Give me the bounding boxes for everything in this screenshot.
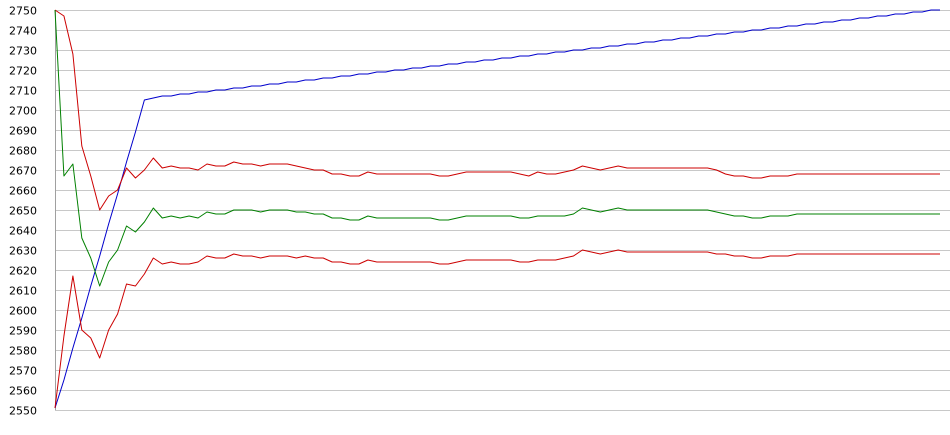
y-tick-label: 2600: [9, 305, 37, 318]
y-tick-label: 2640: [9, 225, 37, 238]
y-tick-label: 2660: [9, 185, 37, 198]
y-tick-label: 2740: [9, 25, 37, 38]
y-tick-label: 2680: [9, 145, 37, 158]
grid: [55, 10, 950, 411]
y-tick-label: 2700: [9, 105, 37, 118]
y-tick-label: 2620: [9, 265, 37, 278]
y-tick-label: 2750: [9, 5, 37, 18]
y-tick-label: 2650: [9, 205, 37, 218]
y-tick-label: 2580: [9, 345, 37, 358]
series-lines: [54, 9, 940, 409]
y-tick-label: 2560: [9, 385, 37, 398]
series-line-2: [54, 9, 940, 211]
y-tick-label: 2730: [9, 45, 37, 58]
y-tick-label: 2720: [9, 65, 37, 78]
series-line-4: [54, 249, 940, 409]
y-tick-label: 2610: [9, 285, 37, 298]
y-tick-label: 2570: [9, 365, 37, 378]
y-tick-label: 2670: [9, 165, 37, 178]
y-tick-label: 2630: [9, 245, 37, 258]
y-tick-label: 2590: [9, 325, 37, 338]
y-tick-label: 2710: [9, 85, 37, 98]
y-tick-label: 2690: [9, 125, 37, 138]
series-line-3: [54, 9, 940, 287]
series-line-1: [54, 9, 940, 409]
y-tick-labels: 2550 2560 2570 2580 2590 2600 2610 2620 2630 2640…: [9, 5, 37, 418]
y-tick-label: 2550: [9, 405, 37, 418]
